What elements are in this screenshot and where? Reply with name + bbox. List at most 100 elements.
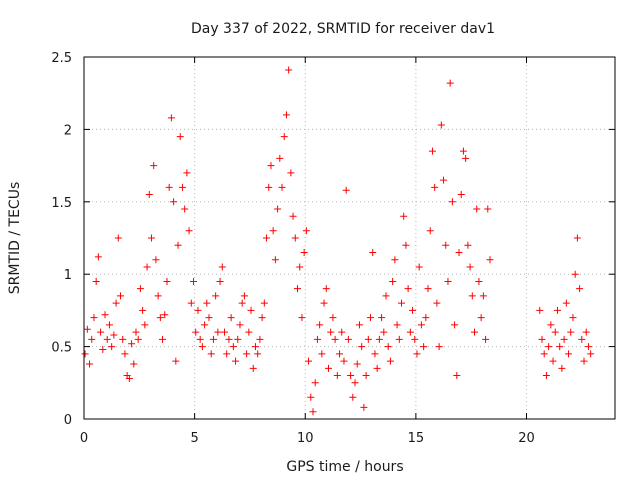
- data-point: [540, 350, 548, 358]
- data-point: [542, 372, 550, 380]
- data-point: [324, 364, 332, 372]
- data-point: [355, 321, 363, 329]
- data-point: [360, 403, 368, 411]
- data-point: [141, 321, 149, 329]
- y-tick-label: 0.5: [51, 341, 72, 356]
- data-point: [307, 393, 315, 401]
- data-point: [433, 299, 441, 307]
- data-point: [154, 292, 162, 300]
- data-point: [582, 328, 590, 336]
- data-point: [282, 111, 290, 119]
- data-point: [265, 183, 273, 191]
- data-point: [560, 335, 568, 343]
- data-point: [190, 277, 198, 285]
- grid-lines: [84, 57, 615, 419]
- data-point: [378, 314, 386, 322]
- data-point: [578, 335, 586, 343]
- data-point: [207, 350, 215, 358]
- data-point: [130, 360, 138, 368]
- data-point: [371, 350, 379, 358]
- x-tick-label: 15: [408, 431, 425, 446]
- data-point: [92, 277, 100, 285]
- data-point: [587, 350, 595, 358]
- data-point: [243, 350, 251, 358]
- data-point: [386, 357, 394, 365]
- data-point: [194, 306, 202, 314]
- data-point: [327, 328, 335, 336]
- data-point: [393, 321, 401, 329]
- y-tick-label: 0: [64, 413, 72, 428]
- data-point: [375, 335, 383, 343]
- data-point: [440, 176, 448, 184]
- data-point: [580, 357, 588, 365]
- data-point: [484, 205, 492, 213]
- data-point: [482, 335, 490, 343]
- data-point: [201, 321, 209, 329]
- data-point: [313, 335, 321, 343]
- data-point: [567, 328, 575, 336]
- data-point: [90, 314, 98, 322]
- data-point: [139, 306, 147, 314]
- data-point: [373, 364, 381, 372]
- data-point: [105, 321, 113, 329]
- data-point: [551, 328, 559, 336]
- data-point: [274, 205, 282, 213]
- data-point: [108, 343, 116, 351]
- data-point: [256, 335, 264, 343]
- data-point: [112, 299, 120, 307]
- data-point: [143, 263, 151, 271]
- data-point: [150, 162, 158, 170]
- data-point: [278, 183, 286, 191]
- data-point: [136, 285, 144, 293]
- data-point: [161, 311, 169, 319]
- data-point: [311, 379, 319, 387]
- data-point: [167, 114, 175, 122]
- data-point: [384, 343, 392, 351]
- data-point: [417, 321, 425, 329]
- data-point: [362, 372, 370, 380]
- data-point: [331, 335, 339, 343]
- data-point: [232, 357, 240, 365]
- data-point: [446, 79, 454, 87]
- data-point: [347, 372, 355, 380]
- data-point: [549, 357, 557, 365]
- data-point: [448, 198, 456, 206]
- y-axis-label: SRMTID / TECUs: [7, 182, 23, 295]
- data-point: [426, 227, 434, 235]
- data-point: [117, 292, 125, 300]
- data-point: [477, 314, 485, 322]
- data-point: [165, 183, 173, 191]
- data-point: [336, 350, 344, 358]
- data-point: [227, 314, 235, 322]
- data-point: [444, 277, 452, 285]
- data-point: [391, 256, 399, 264]
- data-point: [81, 350, 89, 358]
- data-point: [187, 299, 195, 307]
- data-point: [536, 306, 544, 314]
- data-point: [267, 162, 275, 170]
- data-point: [316, 321, 324, 329]
- data-point: [205, 314, 213, 322]
- x-tick-label: 0: [80, 431, 88, 446]
- data-point: [216, 277, 224, 285]
- data-point: [152, 256, 160, 264]
- data-point: [320, 299, 328, 307]
- data-point: [322, 285, 330, 293]
- data-point: [145, 191, 153, 199]
- data-point: [486, 256, 494, 264]
- data-points: [81, 66, 595, 416]
- data-point: [353, 360, 361, 368]
- data-point: [349, 393, 357, 401]
- data-point: [369, 248, 377, 256]
- data-point: [245, 328, 253, 336]
- data-point: [240, 292, 248, 300]
- data-point: [260, 299, 268, 307]
- data-point: [545, 343, 553, 351]
- data-point: [409, 306, 417, 314]
- data-point: [247, 306, 255, 314]
- data-point: [402, 241, 410, 249]
- data-point: [236, 321, 244, 329]
- data-point: [170, 198, 178, 206]
- data-point: [397, 299, 405, 307]
- y-tick-label: 2: [64, 123, 72, 138]
